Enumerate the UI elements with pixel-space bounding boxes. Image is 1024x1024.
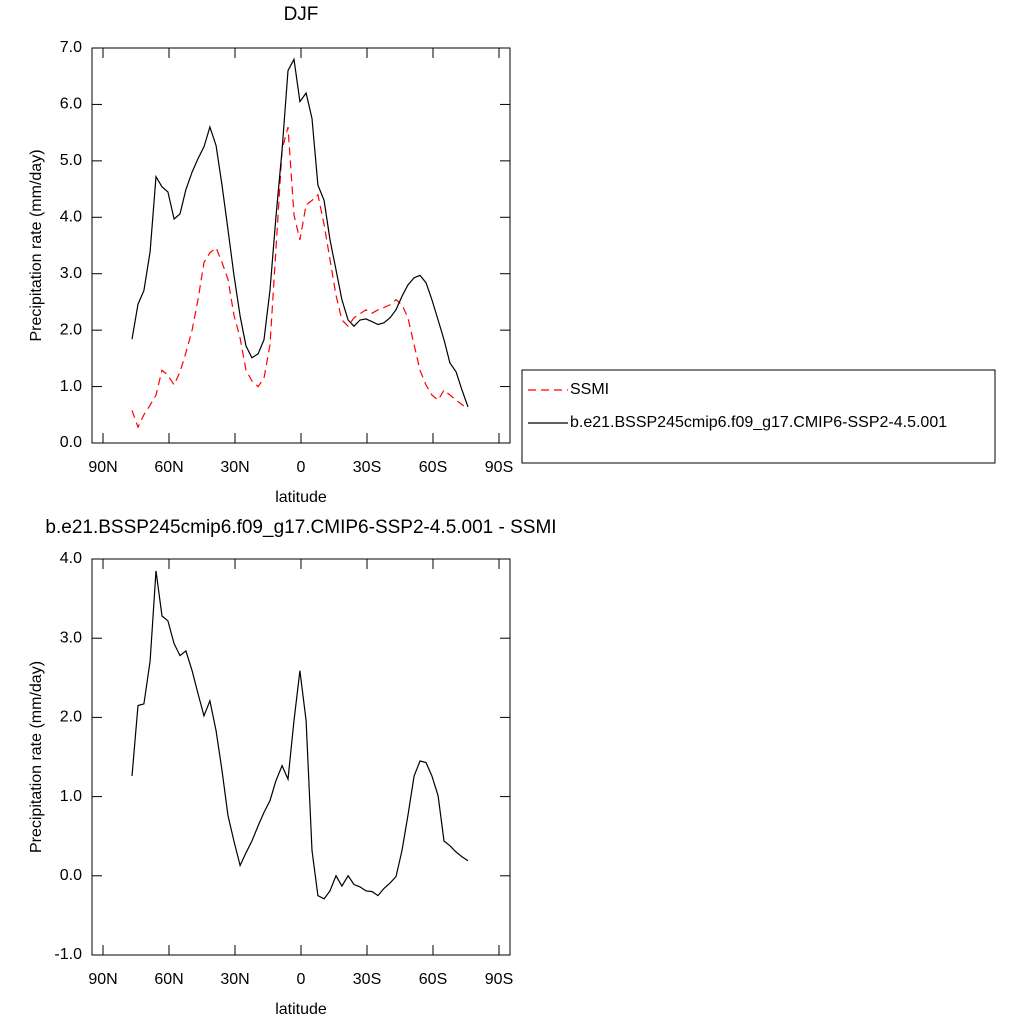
legend-box	[521, 369, 996, 464]
y-tick-label: 4.0	[60, 550, 82, 567]
x-tick-label: 60N	[154, 459, 183, 476]
x-tick-label: 60N	[154, 971, 183, 988]
x-tick-label: 30S	[353, 971, 381, 988]
x-tick-label: 30S	[353, 459, 381, 476]
chart-title: b.e21.BSSP245cmip6.f09_g17.CMIP6-SSP2-4.…	[45, 517, 556, 538]
x-tick-label: 90S	[485, 971, 513, 988]
x-tick-label: 30N	[220, 971, 249, 988]
y-tick-label: -1.0	[54, 946, 82, 963]
x-axis-label: latitude	[275, 489, 327, 506]
y-tick-label: 3.0	[60, 265, 82, 282]
x-axis-label: latitude	[275, 1001, 327, 1018]
y-tick-label: 2.0	[60, 709, 82, 726]
legend-label: SSMI	[570, 381, 609, 398]
y-axis-label: Precipitation rate (mm/day)	[28, 149, 45, 341]
y-tick-label: 1.0	[60, 788, 82, 805]
chart-title: DJF	[284, 4, 319, 25]
x-tick-label: 30N	[220, 459, 249, 476]
data-line	[131, 126, 469, 429]
y-tick-label: 6.0	[60, 96, 82, 113]
x-tick-label: 60S	[419, 971, 447, 988]
y-tick-label: 1.0	[60, 378, 82, 395]
y-tick-label: 3.0	[60, 629, 82, 646]
y-tick-label: 0.0	[60, 867, 82, 884]
y-axis-label: Precipitation rate (mm/day)	[28, 661, 45, 853]
x-tick-label: 90N	[88, 971, 117, 988]
x-tick-label: 60S	[419, 459, 447, 476]
y-tick-label: 5.0	[60, 152, 82, 169]
legend-label: b.e21.BSSP245cmip6.f09_g17.CMIP6-SSP2-4.…	[570, 414, 947, 431]
y-tick-label: 7.0	[60, 39, 82, 56]
plot-frame	[91, 558, 511, 956]
x-tick-label: 0	[297, 971, 306, 988]
y-tick-label: 4.0	[60, 209, 82, 226]
y-tick-label: 0.0	[60, 434, 82, 451]
y-tick-label: 2.0	[60, 321, 82, 338]
data-line	[131, 57, 469, 408]
x-tick-label: 0	[297, 459, 306, 476]
plot-frame	[91, 47, 511, 444]
x-tick-label: 90S	[485, 459, 513, 476]
x-tick-label: 90N	[88, 459, 117, 476]
data-line	[131, 570, 469, 900]
